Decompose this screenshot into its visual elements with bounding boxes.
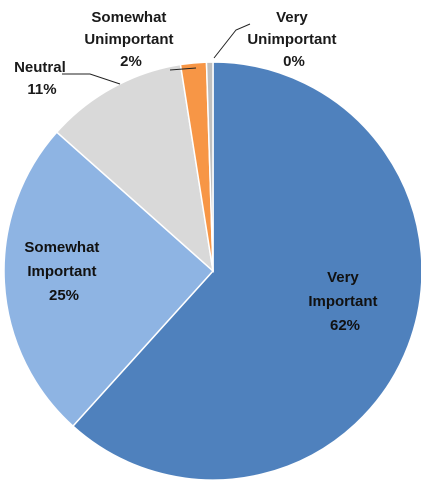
pie-slice-very-unimportant: [205, 61, 214, 272]
pie-slice-somewhat-important: [3, 131, 215, 428]
slice-label-somewhat-unimportant: Somewhat Unimportant 2%: [84, 9, 177, 70]
slice-label-somewhat-important: Somewhat Important 25%: [24, 239, 103, 304]
leader-line-neutral: [62, 73, 121, 85]
slice-label-very-important: Very Important 62%: [308, 269, 381, 334]
pie-slices: [3, 61, 421, 480]
leader-line-somewhat-unimportant: [169, 67, 197, 71]
slice-labels: Very Important 62% Somewhat Important 25…: [14, 9, 381, 334]
pie-slice-very-important: [71, 61, 421, 480]
slice-label-neutral: Neutral 11%: [14, 59, 70, 98]
pie-slice-neutral: [55, 63, 215, 273]
slice-label-very-unimportant: Very Unimportant 0%: [247, 9, 340, 70]
leader-line-very-unimportant: [213, 23, 251, 59]
leader-lines: [62, 23, 251, 85]
